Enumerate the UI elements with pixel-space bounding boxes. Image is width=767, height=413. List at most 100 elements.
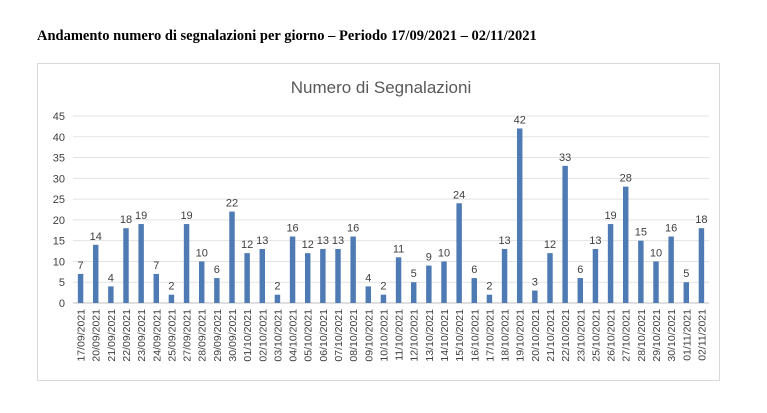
y-tick-label: 10 [53,256,65,268]
y-tick-label: 15 [53,236,65,248]
y-tick-label: 35 [53,153,65,165]
bar [320,248,326,303]
x-tick-label: 05/10/2021 [303,309,315,362]
bar [304,253,311,303]
x-tick-label: 27/10/2021 [621,309,633,362]
x-tick-label: 24/09/2021 [151,309,163,362]
y-tick-label: 0 [59,298,65,310]
bar [92,244,99,303]
x-tick-label: 04/10/2021 [288,309,300,362]
bar [607,224,614,303]
bar [622,186,629,303]
data-label: 16 [286,223,298,235]
data-label: 12 [302,239,314,251]
bar [229,211,235,303]
data-label: 7 [153,260,159,272]
x-tick-label: 01/11/2021 [681,309,693,361]
bar [486,294,493,303]
bar [577,278,584,303]
bar [547,253,553,303]
bar [516,128,523,303]
x-tick-label: 16/10/2021 [469,309,481,362]
bar [380,294,387,303]
data-label: 13 [498,235,510,247]
data-label: 4 [365,272,371,284]
data-label: 2 [274,281,280,293]
x-tick-label: 18/10/2021 [500,309,512,362]
x-tick-label: 19/10/2021 [515,309,527,362]
bar [562,165,568,303]
x-tick-label: 15/10/2021 [454,309,466,362]
x-tick-label: 22/09/2021 [121,309,133,362]
data-label: 5 [683,268,689,280]
data-label: 11 [393,243,404,255]
data-label: 2 [168,281,174,293]
bar [198,261,205,303]
data-label: 10 [650,247,662,259]
data-label: 42 [514,114,526,126]
data-label: 18 [695,214,707,226]
chart-title: Numero di Segnalazioni [291,78,472,97]
y-tick-label: 40 [53,132,65,144]
y-tick-label: 25 [53,194,65,206]
page-heading: Andamento numero di segnalazioni per gio… [37,28,537,44]
data-label: 6 [214,264,220,276]
bar [244,253,250,303]
data-label: 13 [332,235,344,247]
data-label: 12 [241,239,253,251]
bar [426,265,432,303]
bar [350,236,356,303]
bar [274,294,281,303]
bar [532,290,538,303]
bars [77,128,705,303]
x-tick-label: 20/09/2021 [91,309,103,362]
bar [668,236,674,303]
bar [653,261,659,303]
data-label: 18 [120,214,132,226]
x-tick-label: 03/10/2021 [272,309,284,362]
y-tick-label: 30 [53,173,65,185]
x-tick-label: 22/10/2021 [560,309,572,362]
x-tick-label: 10/10/2021 [378,309,390,362]
y-tick-label: 5 [59,277,65,289]
data-label: 19 [604,210,616,222]
bar [365,286,372,303]
y-tick-labels: 0 5 10 15 20 25 30 35 40 45 [53,111,65,310]
bar [441,261,447,303]
x-tick-label: 30/09/2021 [227,309,239,362]
x-tick-label: 28/10/2021 [636,309,648,362]
gridlines [73,115,709,304]
x-tick-label: 12/10/2021 [409,309,421,362]
data-label: 7 [78,260,84,272]
bar [108,286,114,303]
bar [456,203,462,303]
data-label: 6 [471,264,477,276]
bar [501,248,508,303]
data-label: 13 [317,235,329,247]
data-label: 5 [411,268,417,280]
x-tick-labels: 17/09/2021 20/09/2021 21/09/2021 22/09/2021… [76,309,709,362]
data-label: 13 [589,235,601,247]
x-tick-label: 23/10/2021 [575,309,587,362]
data-label: 16 [665,223,677,235]
bar [214,278,220,303]
x-tick-label: 26/10/2021 [606,309,618,362]
data-label: 24 [453,189,465,201]
x-tick-label: 13/10/2021 [424,309,436,362]
x-tick-label: 17/09/2021 [76,309,88,362]
bar [471,278,478,303]
bar [683,282,690,303]
x-tick-label: 28/09/2021 [197,309,209,362]
bar [123,228,129,303]
bar [335,248,341,303]
bar [77,273,84,303]
data-label: 28 [620,173,632,185]
data-label: 22 [226,198,238,210]
bar-chart: Numero di Segnalazioni 05101520253035404… [53,78,709,362]
data-label: 33 [559,152,571,164]
x-tick-label: 27/09/2021 [182,309,194,362]
data-label: 9 [426,252,432,264]
x-tick-label: 21/09/2021 [106,309,118,362]
bar [153,273,160,303]
